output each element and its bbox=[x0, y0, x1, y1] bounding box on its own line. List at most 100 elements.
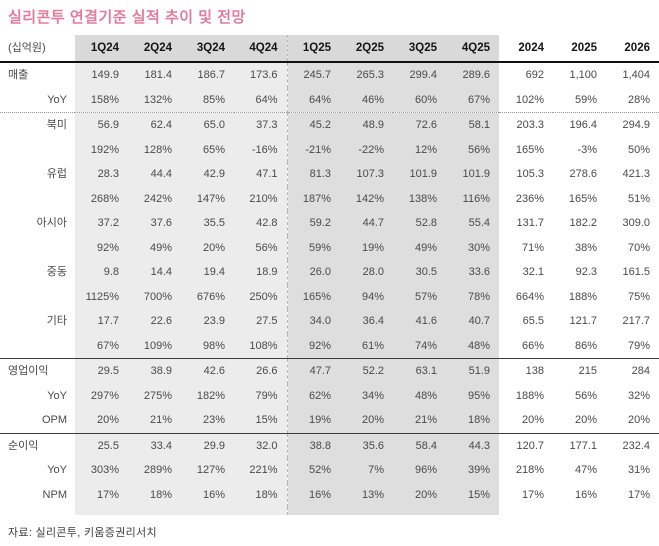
table-cell: 81.3 bbox=[286, 162, 340, 187]
table-cell: 85% bbox=[181, 87, 234, 113]
table-cell: 62% bbox=[286, 383, 340, 408]
table-cell: 42.8 bbox=[234, 211, 287, 236]
table-row: 92% 49% 20% 56% 59% 19% 49% 30% 71% 38% 70% bbox=[0, 235, 659, 260]
table-cell: 51.9 bbox=[446, 358, 499, 384]
table-row: NPM 17% 18% 16% 18% 16% 13% 20% 15% 17% 16% 17% bbox=[0, 482, 659, 507]
page-title: 실리콘투 연결기준 실적 추이 및 전망 bbox=[8, 9, 246, 26]
band-spacer-row bbox=[0, 507, 659, 515]
table-cell: 41.6 bbox=[393, 309, 446, 334]
table-cell: 218% bbox=[515, 464, 544, 476]
table-cell: -16% bbox=[234, 137, 287, 162]
table-cell: 278.6 bbox=[569, 168, 597, 180]
table-cell: 309.0 bbox=[622, 217, 650, 229]
table-cell: 26.0 bbox=[286, 260, 340, 285]
table-cell: 107.3 bbox=[340, 162, 393, 187]
table-cell: 22.6 bbox=[128, 309, 181, 334]
table-cell: 35.5 bbox=[181, 211, 234, 236]
source-note: 자료: 실리콘투, 키움증권리서치 bbox=[8, 527, 157, 539]
table-cell: 26.6 bbox=[234, 358, 287, 384]
band-spacer-cell bbox=[606, 507, 659, 515]
table-cell: 20% bbox=[627, 414, 650, 426]
table-cell: 23.9 bbox=[181, 309, 234, 334]
table-cell: 17% bbox=[627, 488, 650, 501]
table-cell: 289% bbox=[128, 458, 181, 483]
table-cell: 40.7 bbox=[446, 309, 499, 334]
table-cell: 16% bbox=[286, 482, 340, 507]
table-cell: 1,404 bbox=[622, 69, 650, 81]
table-cell: 131.7 bbox=[516, 217, 544, 229]
table-cell: 74% bbox=[393, 333, 446, 359]
table-cell: 92% bbox=[75, 235, 128, 260]
unit-label: (십억원) bbox=[0, 35, 75, 63]
table-cell: 16% bbox=[181, 482, 234, 507]
table-cell: 38% bbox=[574, 241, 597, 254]
row-label: YoY bbox=[47, 389, 67, 402]
table-cell: 44.7 bbox=[340, 211, 393, 236]
row-label: YoY bbox=[47, 464, 67, 476]
table-cell: 30.5 bbox=[393, 260, 446, 285]
row-label: 중동 bbox=[46, 266, 67, 278]
report-page: 실리콘투 연결기준 실적 추이 및 전망 (십억원) 1Q24 2Q24 3Q24 4Q… bbox=[0, 6, 659, 540]
table-cell: 67% bbox=[75, 333, 128, 359]
table-row: 268% 242% 147% 210% 187% 142% 138% 116% 236% 165%… bbox=[0, 186, 659, 211]
row-label: 북미 bbox=[0, 112, 75, 138]
row-label: YoY bbox=[47, 93, 67, 106]
table-cell: 294.9 bbox=[606, 112, 659, 138]
table-cell: 32.0 bbox=[234, 432, 287, 458]
table-cell: 20% bbox=[75, 408, 128, 433]
table-cell: 101.9 bbox=[393, 162, 446, 187]
table-row: 영업이익 29.5 38.9 42.6 26.6 47.7 52.2 63.1 51.9 138 2… bbox=[0, 358, 659, 384]
table-cell: 28.3 bbox=[75, 162, 128, 187]
table-row: OPM 20% 21% 23% 15% 19% 20% 21% 18% 20% 20% 20% bbox=[0, 408, 659, 433]
table-cell: 96% bbox=[393, 458, 446, 483]
table-cell: 98% bbox=[181, 333, 234, 359]
table-cell: 664% bbox=[515, 290, 544, 303]
table-cell: 47% bbox=[574, 464, 597, 476]
table-cell: 7% bbox=[340, 458, 393, 483]
table-cell: 57% bbox=[393, 284, 446, 309]
table-cell: 58.1 bbox=[446, 112, 499, 138]
band-spacer-cell bbox=[0, 507, 75, 515]
table-cell: 46% bbox=[340, 87, 393, 113]
table-row: 매출 149.9 181.4 186.7 173.6 245.7 265.3 299.4 289… bbox=[0, 62, 659, 88]
table-cell: 165% bbox=[515, 143, 544, 156]
table-cell: 64% bbox=[286, 87, 340, 113]
table-cell: 203.3 bbox=[499, 112, 553, 138]
table-cell: 44.4 bbox=[128, 162, 181, 187]
table-cell: 39% bbox=[446, 458, 499, 483]
band-spacer-cell bbox=[286, 507, 340, 515]
table-cell: 284 bbox=[606, 358, 659, 384]
column-header: 4Q24 bbox=[234, 35, 287, 63]
table-cell: 116% bbox=[446, 186, 499, 211]
table-cell: 20% bbox=[181, 235, 234, 260]
table-cell: 21% bbox=[393, 408, 446, 433]
band-spacer-cell bbox=[446, 507, 499, 515]
table-cell: 127% bbox=[181, 458, 234, 483]
table-row: 192% 128% 65% -16% -21% -22% 12% 56% 165% -3% 50% bbox=[0, 137, 659, 162]
table-cell: 37.6 bbox=[128, 211, 181, 236]
table-cell: 72.6 bbox=[393, 112, 446, 138]
table-cell: 188% bbox=[568, 290, 597, 303]
table-cell: 299.4 bbox=[393, 62, 446, 88]
column-header: 4Q25 bbox=[446, 35, 499, 63]
table-cell: 29.5 bbox=[75, 358, 128, 384]
table-row: 67% 109% 98% 108% 92% 61% 74% 48% 66% 86% 79% bbox=[0, 333, 659, 359]
table-cell: 19% bbox=[340, 235, 393, 260]
table-cell: 101.9 bbox=[446, 162, 499, 187]
table-cell: 42.9 bbox=[181, 162, 234, 187]
table-cell: 182.2 bbox=[569, 217, 597, 229]
table-cell: 42.6 bbox=[181, 358, 234, 384]
row-label: NPM bbox=[42, 488, 67, 501]
table-cell: 158% bbox=[75, 87, 128, 113]
table-cell: 66% bbox=[521, 339, 544, 352]
table-cell: 692 bbox=[525, 69, 544, 81]
table-cell: 30% bbox=[446, 235, 499, 260]
table-cell: 59% bbox=[574, 93, 597, 106]
table-cell: 65.0 bbox=[181, 112, 234, 138]
table-cell: 297% bbox=[75, 383, 128, 408]
table-cell: 181.4 bbox=[128, 62, 181, 88]
band-spacer-cell bbox=[181, 507, 234, 515]
table-cell: 92.3 bbox=[575, 266, 597, 278]
band-spacer-cell bbox=[340, 507, 393, 515]
column-header: 2025 bbox=[553, 35, 606, 63]
